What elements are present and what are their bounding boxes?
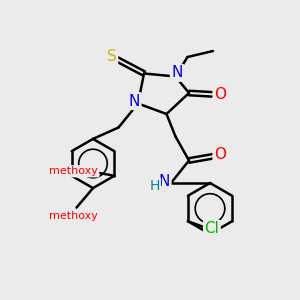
Text: H: H xyxy=(149,179,160,193)
Text: S: S xyxy=(107,50,117,64)
Text: methoxy: methoxy xyxy=(49,211,98,221)
Text: O: O xyxy=(214,147,226,162)
Text: N: N xyxy=(171,65,183,80)
Text: N: N xyxy=(159,174,170,189)
Text: N: N xyxy=(129,94,140,109)
Text: O: O xyxy=(214,87,226,102)
Text: methoxy: methoxy xyxy=(50,166,98,176)
Text: Cl: Cl xyxy=(205,221,219,236)
